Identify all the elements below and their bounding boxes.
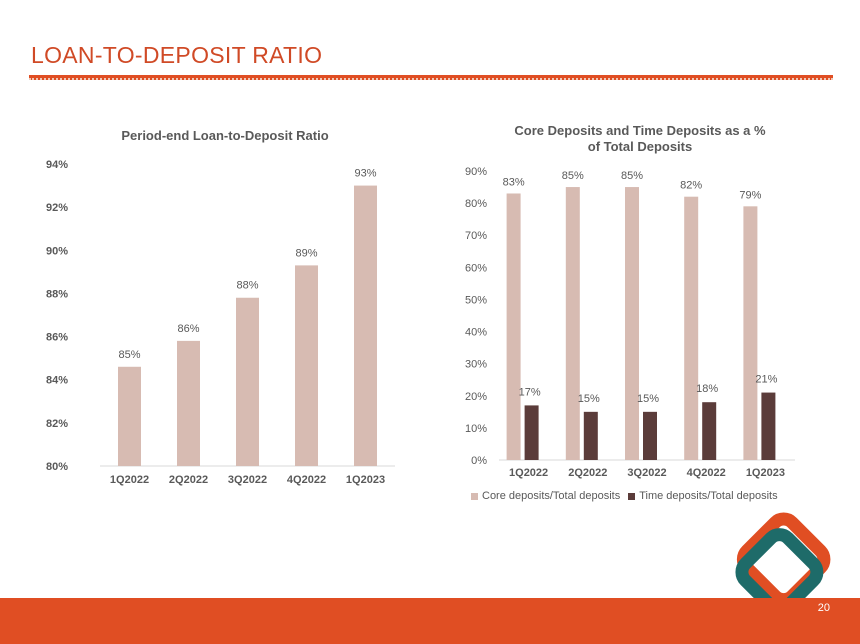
bar-core [565,187,580,461]
title-divider [29,75,833,80]
data-label-core: 79% [739,189,761,201]
ltd-chart-title: Period-end Loan-to-Deposit Ratio [121,128,329,143]
x-tick-label: 1Q2023 [746,467,785,479]
data-label-core: 83% [503,176,525,188]
slide-title: LOAN-TO-DEPOSIT RATIO [31,42,323,68]
legend-swatch-core [471,492,478,500]
legend-swatch-time [628,492,636,500]
data-label-core: 85% [562,170,584,182]
x-tick-label: 4Q2022 [687,467,726,479]
y-tick-label: 90% [465,166,487,178]
data-label: 85% [118,349,140,361]
y-tick-label: 30% [465,359,487,371]
data-label-core: 82% [680,180,702,192]
legend-label-time: Time deposits/Total deposits [639,490,778,502]
bar-time [643,411,657,460]
x-tick-label: 1Q2022 [509,467,548,479]
bar [354,185,377,467]
bar [236,297,259,466]
legend-label-core: Core deposits/Total deposits [482,490,621,502]
deposit-chart-title: Core Deposits and Time Deposits as a % o… [445,123,835,155]
deposit-chart-canvas: 0% 10% 20% 30% 40% 50% 60% 70% 80% 90% 83% 17% 1Q202… [465,166,795,479]
data-label: 86% [177,323,199,335]
data-label-time: 17% [519,386,541,398]
y-tick-label: 80% [46,461,68,473]
y-tick-label: 0% [471,455,487,467]
bar [118,366,141,466]
page-number: 20 [817,602,830,614]
y-tick-label: 10% [465,423,487,435]
data-label-time: 18% [696,383,718,395]
bar-time [761,392,776,460]
data-label-time: 15% [637,393,659,405]
x-tick-label: 1Q2022 [110,474,149,486]
ltd-ratio-chart: Period-end Loan-to-Deposit Ratio 80% 82% 8… [40,128,410,498]
bar-core [625,187,639,461]
bar [295,265,318,466]
x-tick-label: 4Q2022 [287,474,326,486]
bar-core [684,196,699,460]
footer-bar [0,598,860,644]
ltd-chart-canvas: 80% 82% 84% 86% 88% 90% 92% 94% 85% 1Q2022 86% 2Q20… [46,159,395,486]
y-tick-label: 50% [465,294,487,306]
bar-core [506,193,521,460]
y-tick-label: 92% [46,202,68,214]
company-logo-icon [735,512,831,617]
data-label: 93% [354,168,376,180]
data-label-core: 85% [621,170,643,182]
y-tick-label: 40% [465,327,487,339]
bar-core [743,206,758,460]
x-tick-label: 1Q2023 [346,474,385,486]
y-tick-label: 20% [465,391,487,403]
bar-time [583,411,598,460]
data-label: 89% [295,247,317,259]
x-tick-label: 2Q2022 [568,467,607,479]
deposit-chart-title-line1: Core Deposits and Time Deposits as a % [514,123,766,138]
data-label-time: 21% [755,374,777,386]
x-tick-label: 2Q2022 [169,474,208,486]
y-tick-label: 90% [46,245,68,257]
bar-time [524,405,539,460]
y-tick-label: 86% [46,332,68,344]
bar [177,340,200,466]
x-tick-label: 3Q2022 [228,474,267,486]
data-label: 88% [236,280,258,292]
y-tick-label: 70% [465,230,487,242]
y-tick-label: 94% [46,159,68,171]
y-tick-label: 84% [46,375,68,387]
deposit-chart-legend: Core deposits/Total deposits Time deposi… [471,490,778,502]
bar-time [702,402,717,460]
x-tick-label: 3Q2022 [627,467,666,479]
deposit-mix-chart: Core Deposits and Time Deposits as a % o… [445,123,835,513]
y-tick-label: 88% [46,288,68,300]
y-tick-label: 60% [465,262,487,274]
y-tick-label: 82% [46,418,68,430]
deposit-chart-title-line2: of Total Deposits [587,139,693,154]
y-tick-label: 80% [465,198,487,210]
data-label-time: 15% [578,393,600,405]
